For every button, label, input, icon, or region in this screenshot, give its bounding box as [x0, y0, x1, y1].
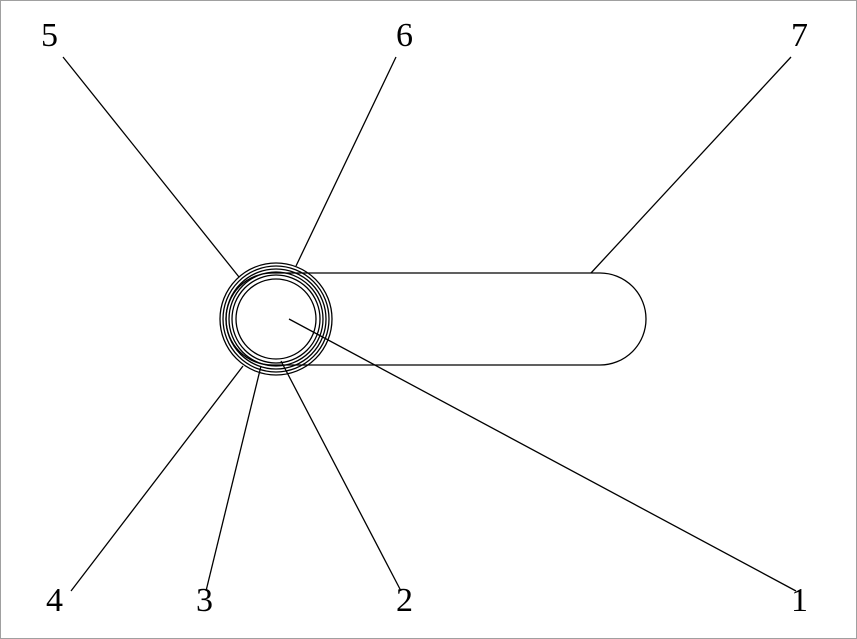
label-5: 5 — [41, 17, 58, 54]
leader-line-5 — [63, 57, 239, 277]
ring-r44 — [232, 275, 320, 363]
leader-line-7 — [591, 57, 791, 273]
leader-line-3 — [206, 366, 261, 591]
leader-lines — [63, 57, 796, 591]
ring-r50 — [226, 269, 326, 369]
leader-line-6 — [296, 57, 396, 266]
ring-r53 — [223, 266, 329, 372]
figure-canvas: 1 2 3 4 5 6 7 — [0, 0, 857, 639]
label-6: 6 — [396, 17, 413, 54]
label-1: 1 — [791, 582, 808, 619]
ring-r47 — [229, 272, 323, 366]
leader-line-2 — [281, 361, 401, 591]
ring-r56 — [220, 263, 332, 375]
label-4: 4 — [46, 582, 63, 619]
leader-line-1 — [289, 319, 796, 591]
leader-line-4 — [71, 366, 243, 591]
label-3: 3 — [196, 582, 213, 619]
label-2: 2 — [396, 582, 413, 619]
ring-r40 — [236, 279, 316, 359]
diagram-svg: 1 2 3 4 5 6 7 — [1, 1, 857, 639]
label-7: 7 — [791, 17, 808, 54]
